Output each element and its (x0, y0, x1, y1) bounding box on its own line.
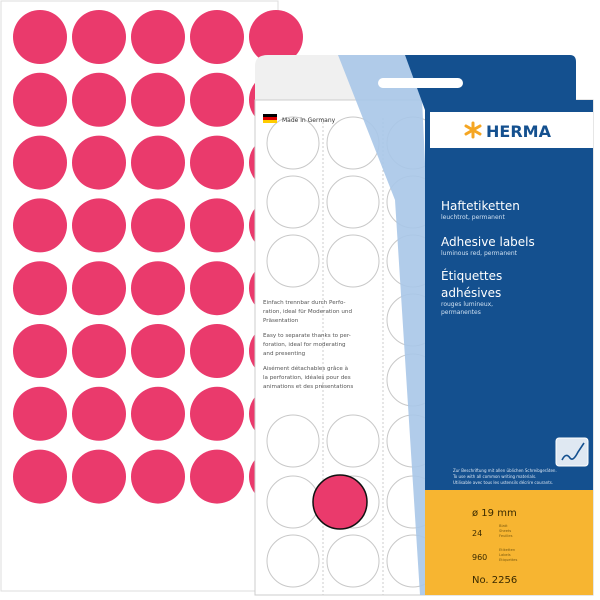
article-number: No. 2256 (472, 575, 517, 586)
svg-text:Labels: Labels (499, 553, 511, 557)
made-in-label: Made in Germany (282, 117, 336, 124)
blank-label-circle (266, 175, 320, 229)
pen-writing-icon (555, 437, 589, 467)
red-label-dot (72, 261, 126, 316)
svg-text:Etiquettes: Etiquettes (499, 558, 517, 562)
red-label-dot (13, 386, 67, 441)
red-label-dot (72, 386, 126, 441)
red-label-dot (190, 198, 244, 253)
svg-text:Aisément détachables grâce à: Aisément détachables grâce à (263, 365, 348, 372)
red-label-dot (249, 10, 303, 64)
svg-text:Sheets: Sheets (499, 529, 511, 533)
red-label-dot (72, 324, 126, 378)
red-label-dot (13, 198, 67, 253)
subtitle-de: leuchtrot, permanent (441, 214, 505, 221)
subtitle-fr-1: rouges lumineux, (441, 301, 493, 308)
red-label-dot (131, 261, 185, 316)
title-fr-2: adhésives (441, 286, 501, 300)
red-label-dot (190, 261, 244, 316)
red-label-dot (72, 10, 126, 64)
title-fr-1: Étiquettes (441, 268, 502, 283)
red-label-dot (72, 198, 126, 253)
red-label-dot (72, 449, 126, 504)
subtitle-fr-2: permanentes (441, 309, 481, 316)
red-label-dots (13, 10, 303, 504)
red-label-dot (13, 72, 67, 127)
sheets-count: 24 (472, 529, 482, 538)
blank-label-circle (266, 234, 320, 288)
svg-text:Utilisable avec tous les usten: Utilisable avec tous les ustensils décri… (453, 480, 553, 485)
svg-text:Feuilles: Feuilles (499, 534, 513, 538)
red-label-dot (72, 72, 126, 127)
red-label-dot (13, 449, 67, 504)
svg-text:Präsentation: Präsentation (263, 318, 299, 324)
red-label-dot (131, 449, 185, 504)
blank-label-circle (326, 534, 380, 588)
title-de: Haftetiketten (441, 199, 520, 213)
description: Einfach trennbar durch Perfo- ration, id… (263, 300, 353, 390)
svg-text:Zur Beschriftung mit allen übl: Zur Beschriftung mit allen üblichen Schr… (453, 468, 557, 473)
germany-flag-icon (263, 114, 277, 123)
red-label-dot (13, 135, 67, 190)
labels-label: Etiketten Labels Etiquettes (499, 548, 517, 562)
red-label-dot (131, 10, 185, 64)
blank-label-circle (266, 534, 320, 588)
blank-label-circle (266, 116, 320, 170)
svg-text:Etiketten: Etiketten (499, 548, 515, 552)
red-label-dot (190, 10, 244, 64)
svg-text:la perforation, idéales pour d: la perforation, idéales pour des (263, 374, 351, 381)
blank-label-circle (266, 414, 320, 468)
red-label-dot (131, 324, 185, 378)
blank-label-circle (326, 175, 380, 229)
red-label-dot (131, 72, 185, 127)
svg-text:Blatt: Blatt (499, 524, 508, 528)
svg-text:Easy to separate thanks to per: Easy to separate thanks to per- (263, 333, 351, 339)
brand-name: HERMA (486, 122, 552, 141)
red-label-dot (13, 261, 67, 316)
red-label-dot (131, 198, 185, 253)
svg-text:animations et des présentation: animations et des présentations (263, 383, 353, 390)
red-label-dot (190, 135, 244, 190)
blank-label-circle (326, 414, 380, 468)
svg-text:ration, ideal für Moderation u: ration, ideal für Moderation und (263, 309, 352, 315)
red-sample-dot (312, 474, 368, 530)
title-en: Adhesive labels (441, 235, 535, 249)
subtitle-en: luminous red, permanent (441, 250, 518, 257)
svg-text:Einfach trennbar durch Perfo-: Einfach trennbar durch Perfo- (263, 300, 346, 306)
blank-label-circle (326, 234, 380, 288)
sheets-label: Blatt Sheets Feuilles (499, 524, 513, 538)
svg-text:and presenting: and presenting (263, 351, 306, 357)
labels-count: 960 (472, 553, 487, 562)
red-label-dot (131, 135, 185, 190)
red-label-dot (190, 72, 244, 127)
red-label-dot (190, 386, 244, 441)
red-label-dot (131, 386, 185, 441)
diameter: ø 19 mm (472, 508, 517, 519)
red-label-dot (190, 324, 244, 378)
svg-text:foration, ideal for moderating: foration, ideal for moderating (263, 342, 346, 348)
red-label-dot (13, 324, 67, 378)
blank-label-circle (266, 475, 320, 529)
red-label-dot (13, 10, 67, 64)
red-label-dot (190, 449, 244, 504)
red-label-dot (72, 135, 126, 190)
svg-text:To use with all common writing: To use with all common writing materials… (452, 474, 536, 479)
writing-note: Zur Beschriftung mit allen üblichen Schr… (452, 468, 557, 485)
herma-asterisk-logo (464, 121, 482, 139)
package (254, 55, 594, 596)
